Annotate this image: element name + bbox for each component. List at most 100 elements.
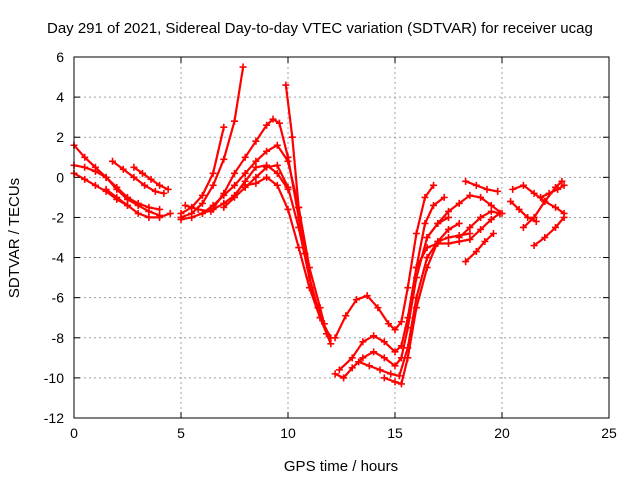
- data-point: [391, 326, 399, 334]
- data-point: [181, 201, 189, 209]
- data-point: [241, 181, 249, 189]
- data-point: [194, 205, 202, 213]
- data-point: [348, 354, 356, 362]
- series-line: [540, 184, 565, 199]
- data-point: [109, 157, 117, 165]
- data-point: [335, 366, 343, 374]
- data-point: [231, 181, 238, 189]
- data-point: [537, 193, 545, 201]
- data-point: [273, 181, 281, 189]
- data-point: [231, 169, 238, 177]
- series-arc-29: [537, 181, 568, 201]
- data-point: [166, 209, 174, 217]
- data-point: [365, 362, 373, 370]
- data-point: [404, 284, 412, 292]
- data-point: [273, 169, 281, 177]
- grid: [74, 57, 609, 418]
- data-point: [558, 177, 566, 185]
- series-line: [383, 222, 460, 385]
- data-point: [434, 240, 442, 248]
- data-point: [342, 312, 350, 320]
- data-point: [352, 296, 360, 304]
- data-point: [445, 207, 452, 215]
- data-point: [380, 338, 388, 346]
- data-point: [412, 264, 420, 272]
- data-point: [314, 304, 322, 312]
- series-arc-28: [530, 213, 568, 250]
- series-line: [223, 164, 332, 345]
- y-axis-label: SDTVAR / TECUs: [6, 178, 23, 298]
- data-point: [91, 167, 99, 175]
- series-arc-10: [181, 115, 324, 322]
- data-point: [198, 199, 206, 207]
- data-point: [509, 185, 517, 193]
- data-point: [130, 173, 138, 181]
- data-point: [496, 209, 504, 217]
- x-axis-label: GPS time / hours: [284, 458, 398, 475]
- series-arc-14: [282, 81, 328, 328]
- data-point: [113, 183, 121, 191]
- data-point: [231, 117, 238, 125]
- data-point: [252, 163, 260, 171]
- data-point: [156, 213, 164, 221]
- data-point: [462, 258, 470, 266]
- series-arc-24: [462, 229, 497, 266]
- series-line: [334, 216, 450, 379]
- data-point: [220, 123, 228, 131]
- data-point: [359, 338, 367, 346]
- data-point: [560, 213, 568, 221]
- data-point: [252, 137, 260, 145]
- data-point: [519, 223, 527, 231]
- data-point: [423, 234, 431, 241]
- series-arc-27: [507, 197, 540, 225]
- data-point: [147, 175, 155, 183]
- data-point: [462, 177, 470, 185]
- data-point: [466, 191, 474, 199]
- y-tick-label: 0: [56, 169, 64, 185]
- data-point: [273, 141, 281, 149]
- data-point: [124, 193, 131, 201]
- data-point: [395, 372, 403, 380]
- data-point: [370, 348, 378, 356]
- data-point: [252, 179, 260, 187]
- data-point: [102, 185, 110, 193]
- data-point: [124, 201, 131, 209]
- data-point: [273, 161, 281, 169]
- data-point: [530, 189, 538, 197]
- data-point: [220, 203, 228, 211]
- plot-frame: [73, 56, 610, 419]
- series-arc-19: [355, 229, 474, 380]
- data-point: [481, 238, 489, 246]
- x-tick-label: 0: [70, 425, 78, 441]
- data-point: [252, 173, 260, 181]
- data-point: [404, 344, 412, 352]
- data-point: [198, 191, 206, 199]
- data-point: [263, 163, 271, 171]
- data-point: [423, 244, 431, 252]
- data-point: [477, 225, 485, 233]
- data-point: [252, 157, 260, 165]
- data-point: [288, 133, 296, 141]
- data-point: [487, 201, 495, 209]
- data-point: [397, 318, 405, 326]
- data-point: [387, 370, 395, 378]
- data-point: [295, 203, 303, 211]
- data-point: [397, 380, 405, 388]
- y-tick-label: -8: [52, 330, 65, 346]
- chart-title: Day 291 of 2021, Sidereal Day-to-day VTE…: [47, 20, 593, 37]
- data-point: [472, 248, 480, 256]
- data-point: [177, 215, 185, 223]
- data-point: [138, 169, 146, 177]
- series-arc-15: [331, 181, 438, 342]
- series-line: [464, 232, 495, 263]
- data-point: [445, 213, 452, 221]
- data-point: [327, 340, 335, 348]
- data-point: [519, 181, 527, 189]
- data-point: [466, 223, 474, 231]
- data-point: [331, 370, 339, 378]
- data-point: [487, 215, 495, 223]
- data-point: [209, 169, 217, 177]
- data-point: [541, 234, 549, 241]
- series-line: [426, 194, 503, 239]
